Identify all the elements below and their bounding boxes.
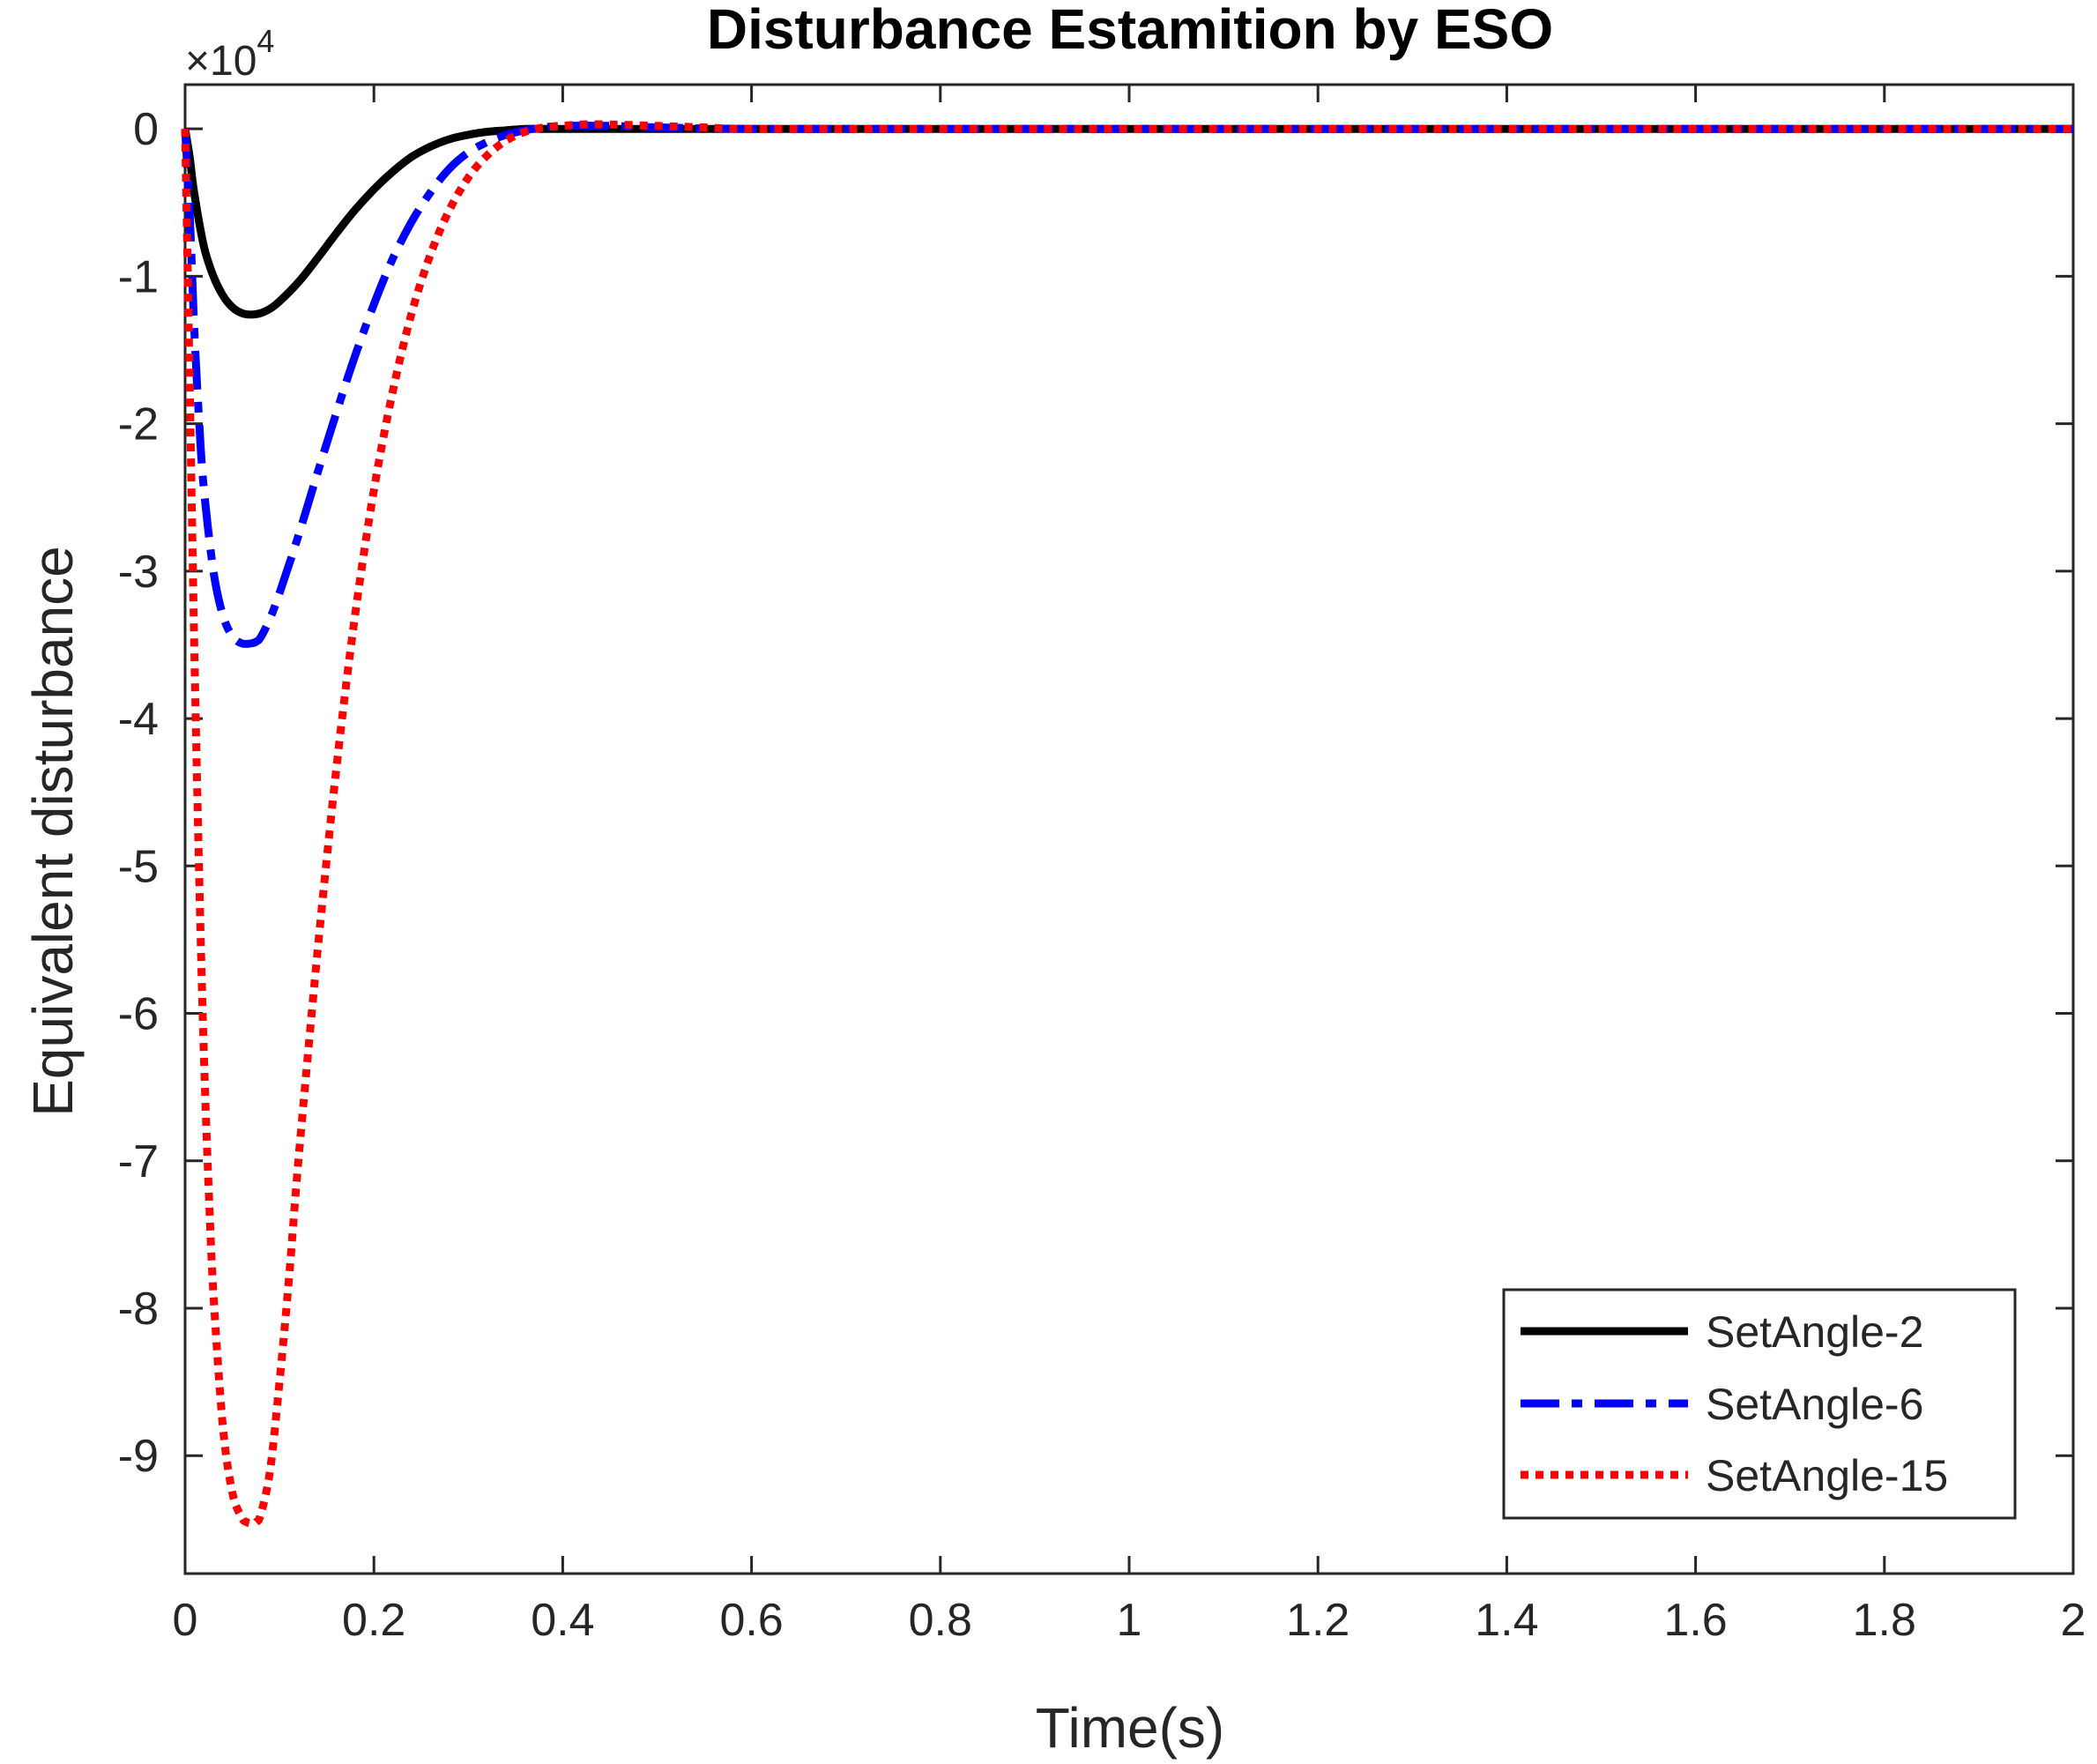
y-axis-label: Equivalent disturbance (21, 546, 85, 1117)
x-tick-label: 1.4 (1475, 1595, 1538, 1646)
y-tick-label: -5 (118, 841, 159, 892)
chart-title: Disturbance Estamition by ESO (707, 0, 1553, 61)
series-line-setangle-15 (181, 120, 2073, 1528)
series-lines (181, 120, 2073, 1528)
x-tick-label: 1.2 (1286, 1595, 1350, 1646)
x-tick-label: 0 (173, 1595, 198, 1646)
legend-label-setangle-6: SetAngle-6 (1706, 1380, 1923, 1429)
x-tick-label: 1 (1117, 1595, 1142, 1646)
y-tick-label: -1 (118, 251, 159, 302)
y-tick-label: -3 (118, 547, 159, 598)
y-tick-label: -9 (118, 1431, 159, 1482)
y-tick-label: -4 (118, 694, 159, 745)
x-tick-label: 0.6 (719, 1595, 783, 1646)
y-tick-label: -8 (118, 1284, 159, 1335)
legend-label-setangle-2: SetAngle-2 (1706, 1307, 1923, 1357)
x-tick-label: 1.8 (1853, 1595, 1916, 1646)
legend-label-setangle-15: SetAngle-15 (1706, 1451, 1948, 1500)
x-tick-label: 2 (2061, 1595, 2086, 1646)
y-tick-label: -2 (118, 399, 159, 450)
exponent-label: ×104 (185, 23, 274, 85)
y-tick-label: 0 (133, 104, 159, 155)
tick-labels: 0 0.2 0.4 0.6 0.8 1 1.2 1.4 1.6 1.8 2 0 -1 -2 -3 -4 -5 -6… (118, 104, 2086, 1646)
x-tick-label: 1.6 (1663, 1595, 1727, 1646)
series-line-setangle-6 (181, 122, 2073, 648)
x-tick-label: 0.4 (531, 1595, 594, 1646)
y-tick-label: -7 (118, 1136, 159, 1187)
x-axis-label: Time(s) (1036, 1696, 1224, 1760)
y-tick-label: -6 (118, 989, 159, 1040)
x-tick-label: 0.8 (909, 1595, 972, 1646)
exponent-power: 4 (257, 23, 274, 59)
x-tick-label: 0.2 (342, 1595, 405, 1646)
legend: SetAngle-2 SetAngle-6 SetAngle-15 (1502, 1288, 2017, 1520)
